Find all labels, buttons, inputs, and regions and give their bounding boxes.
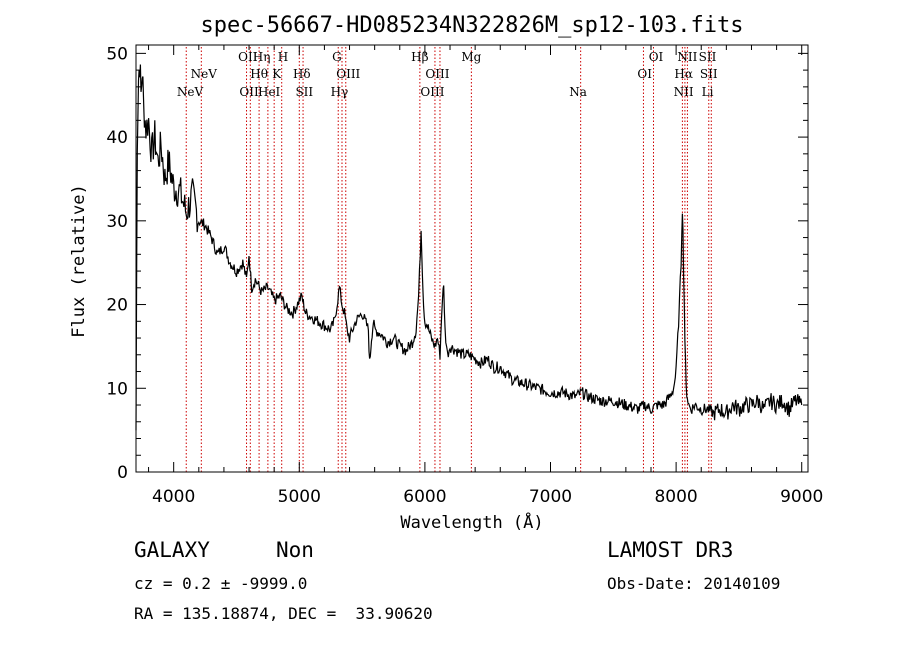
- emission-line-label: G: [332, 50, 342, 64]
- coords-text: RA = 135.18874, DEC = 33.90620: [134, 604, 433, 623]
- emission-line-label: Hγ: [331, 85, 349, 99]
- emission-line-label: OII: [238, 50, 258, 64]
- subclass-label: Non: [276, 538, 314, 562]
- emission-line-label: SII: [700, 67, 718, 81]
- emission-line-label: OI: [649, 50, 664, 64]
- y-axis-label: Flux (relative): [69, 184, 89, 338]
- emission-line-label: Na: [569, 85, 587, 99]
- emission-line-label: Hθ: [250, 67, 268, 81]
- emission-line-label: OI: [637, 67, 652, 81]
- x-axis-ticks: 4000 5000 6000 7000 8000 9000: [148, 45, 823, 507]
- x-tick-label: 9000: [780, 487, 823, 507]
- x-axis-label: Wavelength (Å): [400, 511, 543, 533]
- emission-line-label: Hδ: [293, 67, 311, 81]
- emission-line-label: H: [278, 50, 288, 64]
- emission-line-label: NII: [674, 85, 694, 99]
- emission-line-label: SII: [295, 85, 313, 99]
- x-tick-label: 4000: [152, 487, 195, 507]
- emission-line-label: OIII: [336, 67, 360, 81]
- x-tick-label: 5000: [278, 487, 321, 507]
- y-tick-label: 0: [117, 463, 128, 483]
- emission-line-label: HeI: [258, 85, 281, 99]
- x-tick-label: 8000: [654, 487, 697, 507]
- emission-line-label: Hα: [674, 67, 693, 81]
- spectrum-chart: spec-56667-HD085234N322826M_sp12-103.fit…: [69, 13, 823, 533]
- emission-line-label: SII: [699, 50, 717, 64]
- y-tick-label: 40: [106, 128, 128, 148]
- emission-line-label: Hη: [253, 50, 271, 64]
- emission-line-label: Li: [702, 85, 714, 99]
- plot-frame: [135, 44, 809, 473]
- y-tick-label: 10: [106, 379, 128, 399]
- obsdate-text: Obs-Date: 20140109: [607, 574, 781, 593]
- y-tick-label: 20: [106, 296, 128, 316]
- redshift-text: cz = 0.2 ± -9999.0: [134, 574, 308, 593]
- emission-line-label: Hβ: [411, 50, 428, 64]
- y-tick-label: 50: [106, 44, 128, 64]
- spectrum-line: [135, 64, 803, 431]
- chart-title: spec-56667-HD085234N322826M_sp12-103.fit…: [200, 13, 743, 38]
- class-label: GALAXY: [134, 538, 210, 562]
- emission-line-label: Mg: [461, 50, 481, 64]
- x-tick-label: 6000: [403, 487, 446, 507]
- y-tick-label: 30: [106, 212, 128, 232]
- y-axis-ticks: 0 10 20 30 40 50: [106, 44, 808, 483]
- emission-line-label: NII: [677, 50, 697, 64]
- survey-label: LAMOST DR3: [607, 538, 734, 562]
- emission-line-label: NeV: [191, 67, 218, 81]
- emission-line-label: OIII: [425, 67, 449, 81]
- emission-line-label: OII: [239, 85, 259, 99]
- emission-line-label: K: [272, 67, 282, 81]
- emission-line-label: NeV: [177, 85, 204, 99]
- x-tick-label: 7000: [529, 487, 572, 507]
- emission-line-label: OIII: [420, 85, 444, 99]
- emission-line-labels: NeV NeV OII OII Hθ Hη HeI KH Hδ SII G Hγ OIII Hβ OIII O…: [177, 50, 718, 99]
